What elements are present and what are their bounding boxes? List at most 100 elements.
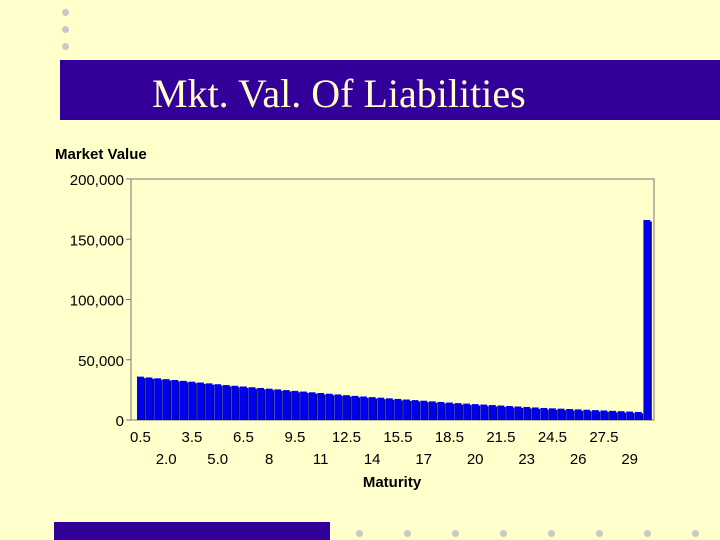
y-axis-label: Market Value [55,146,147,163]
decor-footer-dot-7 [644,530,651,537]
bar [506,406,513,420]
bar [291,390,299,420]
bar [549,408,556,420]
bar [325,393,333,420]
x-tick-label: 3.5 [182,429,203,446]
bar [222,385,230,420]
x-tick-label: 20 [467,451,484,468]
x-tick-label: 18.5 [435,429,464,446]
bar [428,401,436,420]
x-tick-label: 9.5 [285,429,306,446]
bar [240,386,247,420]
bar [463,403,471,420]
bar [162,379,170,420]
bar [591,410,599,420]
x-tick-label: 5.0 [207,451,228,468]
bar [282,390,290,420]
bar [343,395,350,420]
decor-bullet-2 [62,26,69,33]
decor-bullet-1 [62,9,69,16]
bar [274,389,282,420]
bar [205,383,213,420]
bar [231,385,239,420]
bar [566,409,574,420]
bar [257,387,265,420]
bar [385,398,393,420]
bar [308,392,316,420]
x-tick-label: 15.5 [383,429,412,446]
bar [368,397,376,420]
bar [643,219,651,420]
bar [583,409,591,420]
bar [179,380,187,420]
decor-footer-dot-5 [548,530,555,537]
bar [317,393,325,420]
bar [454,403,462,420]
bar [420,400,428,420]
bar [248,387,256,420]
bar [634,411,642,420]
bar [411,400,419,420]
bar [497,405,505,420]
y-tick-label: 200,000 [70,172,124,189]
bar [377,397,385,420]
bar [600,410,608,420]
bar [334,394,342,420]
bar [523,406,531,420]
decor-footer-dot-4 [500,530,507,537]
page-title: Mkt. Val. Of Liabilities [152,71,526,116]
x-tick-label: 24.5 [538,429,567,446]
decor-bullet-3 [62,43,69,50]
decor-footer-dot-2 [404,530,411,537]
decor-footer-dot-1 [356,530,363,537]
bar [394,398,402,420]
bar [154,378,162,420]
x-tick-label: 17 [415,451,432,468]
x-tick-label: 26 [570,451,587,468]
x-tick-label: 29 [621,451,638,468]
y-tick-label: 0 [116,413,124,430]
x-tick-label: 21.5 [486,429,515,446]
x-tick-label: 11 [313,451,329,468]
bar [188,381,196,420]
title-band: Mkt. Val. Of Liabilities [60,60,720,120]
y-tick-label: 100,000 [70,293,124,310]
bar [145,377,153,420]
bar [446,402,453,420]
bar [480,404,488,420]
x-tick-label: 14 [364,451,381,468]
decor-footer-dot-6 [596,530,603,537]
bar [171,379,179,420]
bar [137,376,144,420]
decor-footer-dot-3 [452,530,459,537]
bar [300,391,307,420]
decor-footer-dot-8 [692,530,699,537]
bar [574,409,582,420]
bar [437,401,445,420]
x-tick-label: 12.5 [332,429,361,446]
bar [488,405,496,420]
bar [557,408,565,420]
bar [471,404,479,420]
y-tick-label: 150,000 [70,232,124,249]
bar [617,411,625,420]
bar [214,384,222,420]
bar [514,406,522,420]
bar [197,382,204,420]
bar [351,395,359,420]
bar [360,396,368,420]
bar [531,407,539,420]
x-tick-label: 27.5 [589,429,618,446]
bar [403,399,410,420]
x-tick-label: 23 [518,451,535,468]
x-tick-label: 2.0 [156,451,177,468]
x-tick-label: 8 [265,451,273,468]
bar [540,407,548,420]
bar [626,411,634,420]
bar [265,388,273,420]
x-tick-label: 6.5 [233,429,254,446]
x-axis-label: Maturity [363,474,422,491]
bar [609,410,616,420]
y-tick-label: 50,000 [78,353,124,370]
